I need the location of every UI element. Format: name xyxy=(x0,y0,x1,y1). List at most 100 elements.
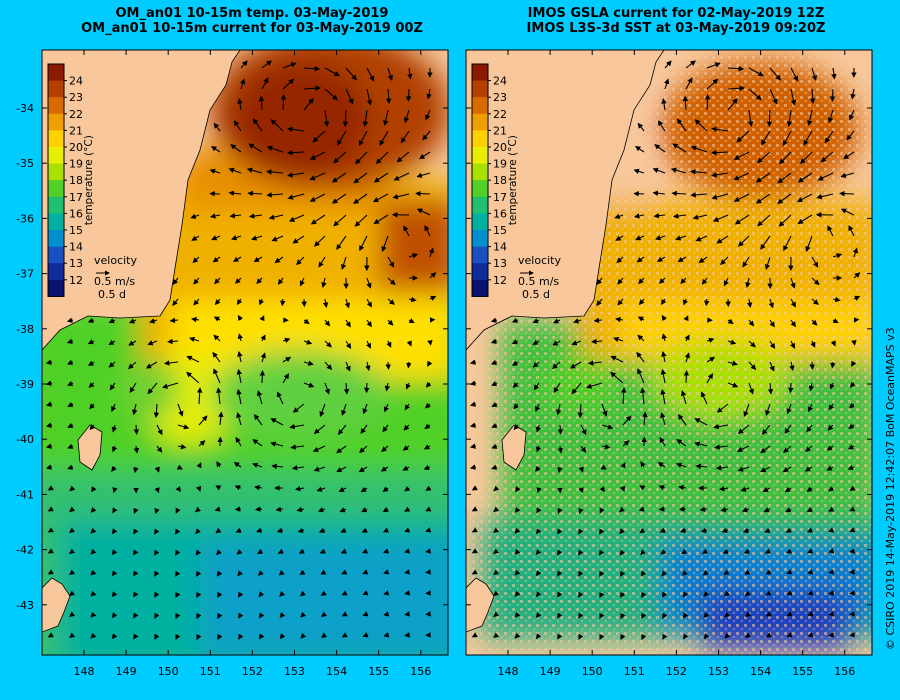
colorbar-swatch xyxy=(472,279,488,297)
current-arrow xyxy=(45,464,53,470)
current-arrow xyxy=(257,548,264,555)
current-arrow xyxy=(706,337,715,343)
current-arrow xyxy=(195,485,202,492)
current-arrow xyxy=(828,590,835,596)
current-arrow xyxy=(191,235,200,241)
current-arrow xyxy=(769,88,778,105)
current-arrow xyxy=(805,235,813,253)
current-arrow xyxy=(557,633,563,640)
current-arrow xyxy=(811,277,820,286)
current-arrow xyxy=(469,401,477,407)
current-arrow xyxy=(175,570,181,577)
current-arrow xyxy=(47,506,54,512)
x-tick-label: 148 xyxy=(74,665,95,678)
current-arrow xyxy=(511,339,519,345)
current-arrow xyxy=(256,277,263,285)
colorbar-tick-label: 19 xyxy=(493,158,507,171)
current-arrow xyxy=(811,256,819,268)
current-arrow xyxy=(786,403,792,415)
current-arrow xyxy=(154,507,160,515)
current-arrow xyxy=(598,528,605,535)
current-arrow xyxy=(677,256,687,263)
current-arrow xyxy=(88,360,95,366)
current-arrow xyxy=(620,570,626,577)
current-arrow xyxy=(198,415,208,426)
current-arrow xyxy=(676,439,687,447)
current-arrow xyxy=(694,441,708,447)
current-arrow xyxy=(133,591,139,598)
current-arrow xyxy=(849,506,856,512)
current-arrow xyxy=(694,119,708,132)
velocity-label: velocity xyxy=(94,254,137,267)
left-x-axis-ticks: 148 149 150 151 152 153 154 155 156 xyxy=(74,50,431,678)
current-arrow xyxy=(680,527,687,533)
current-arrow xyxy=(514,548,521,555)
current-arrow xyxy=(319,403,326,418)
current-arrow xyxy=(786,569,793,575)
current-arrow xyxy=(805,445,813,453)
current-arrow xyxy=(790,319,796,328)
current-arrow xyxy=(196,591,202,599)
colorbar-label: temperature (°C) xyxy=(83,135,95,225)
current-arrow xyxy=(403,109,410,124)
current-arrow xyxy=(782,130,792,147)
current-arrow xyxy=(748,361,757,371)
current-arrow xyxy=(654,144,666,153)
current-arrow xyxy=(147,382,158,395)
current-arrow xyxy=(383,632,390,638)
current-arrow xyxy=(829,382,835,390)
current-arrow xyxy=(259,633,265,640)
current-arrow xyxy=(840,172,855,178)
current-arrow xyxy=(810,340,816,348)
current-arrow xyxy=(659,527,666,533)
current-arrow xyxy=(828,403,835,411)
current-arrow xyxy=(535,445,542,453)
current-arrow xyxy=(88,382,95,388)
current-arrow xyxy=(69,506,76,513)
current-arrow xyxy=(156,445,163,453)
current-arrow xyxy=(192,256,200,264)
current-arrow xyxy=(361,527,368,533)
current-arrow xyxy=(811,67,818,82)
colorbar-tick-label: 12 xyxy=(493,274,507,287)
current-arrow xyxy=(133,424,140,435)
current-arrow xyxy=(425,506,432,512)
current-arrow xyxy=(633,168,645,174)
current-arrow xyxy=(660,412,666,426)
current-arrow xyxy=(278,569,285,576)
current-arrow xyxy=(89,424,96,430)
current-arrow xyxy=(685,77,693,90)
current-arrow xyxy=(133,507,139,514)
current-arrow xyxy=(620,612,626,620)
left-panel-title: OM_an01 10-15m temp. 03-May-2019 OM_an01… xyxy=(42,6,462,36)
current-arrow xyxy=(720,506,729,513)
right-title-line1: IMOS GSLA current for 02-May-2019 12Z xyxy=(527,6,825,21)
current-arrow xyxy=(840,208,855,216)
current-arrow xyxy=(400,130,410,144)
current-arrow xyxy=(47,527,54,533)
current-arrow xyxy=(659,277,666,284)
current-arrow xyxy=(765,632,772,638)
current-arrow xyxy=(828,632,835,638)
current-arrow xyxy=(237,570,243,577)
current-arrow xyxy=(469,443,477,449)
current-arrow xyxy=(258,95,265,111)
current-arrow xyxy=(216,570,223,577)
current-arrow xyxy=(66,338,74,344)
current-arrow xyxy=(493,506,500,513)
current-arrow xyxy=(312,445,326,452)
current-arrow xyxy=(706,62,721,69)
current-arrow xyxy=(661,351,667,363)
current-arrow xyxy=(723,277,729,287)
current-arrow xyxy=(827,225,834,237)
current-arrow xyxy=(710,149,729,156)
current-arrow xyxy=(701,548,708,554)
current-arrow xyxy=(591,338,603,345)
current-arrow xyxy=(755,193,771,204)
current-arrow xyxy=(469,464,477,470)
current-arrow xyxy=(734,214,750,225)
current-arrow xyxy=(362,611,369,617)
current-arrow xyxy=(69,485,76,492)
current-arrow xyxy=(287,126,305,133)
current-arrow xyxy=(826,465,834,471)
